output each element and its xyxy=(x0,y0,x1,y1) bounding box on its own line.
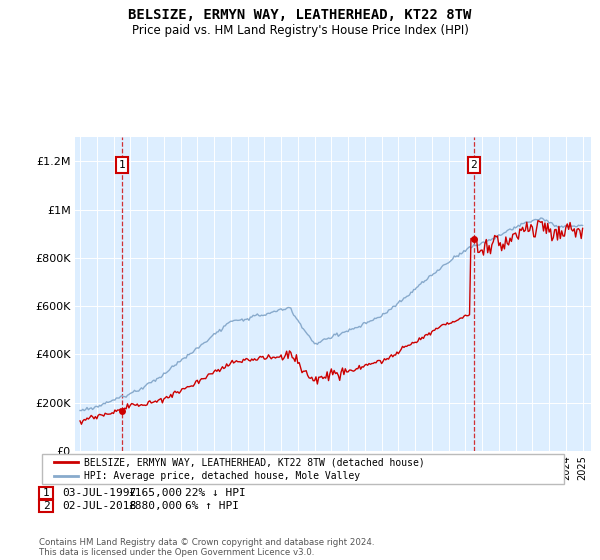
Text: 6% ↑ HPI: 6% ↑ HPI xyxy=(185,501,239,511)
Text: 2: 2 xyxy=(43,501,50,511)
Text: 1: 1 xyxy=(43,488,50,498)
Text: BELSIZE, ERMYN WAY, LEATHERHEAD, KT22 8TW (detached house): BELSIZE, ERMYN WAY, LEATHERHEAD, KT22 8T… xyxy=(84,457,425,467)
Text: Price paid vs. HM Land Registry's House Price Index (HPI): Price paid vs. HM Land Registry's House … xyxy=(131,24,469,37)
Text: 2: 2 xyxy=(470,160,477,170)
Text: BELSIZE, ERMYN WAY, LEATHERHEAD, KT22 8TW: BELSIZE, ERMYN WAY, LEATHERHEAD, KT22 8T… xyxy=(128,8,472,22)
Text: £165,000: £165,000 xyxy=(128,488,182,498)
Text: Contains HM Land Registry data © Crown copyright and database right 2024.
This d: Contains HM Land Registry data © Crown c… xyxy=(39,538,374,557)
Text: 22% ↓ HPI: 22% ↓ HPI xyxy=(185,488,246,498)
Text: 02-JUL-2018: 02-JUL-2018 xyxy=(62,501,137,511)
Text: HPI: Average price, detached house, Mole Valley: HPI: Average price, detached house, Mole… xyxy=(84,471,360,481)
Text: 1: 1 xyxy=(119,160,125,170)
Text: 03-JUL-1997: 03-JUL-1997 xyxy=(62,488,137,498)
Text: £880,000: £880,000 xyxy=(128,501,182,511)
